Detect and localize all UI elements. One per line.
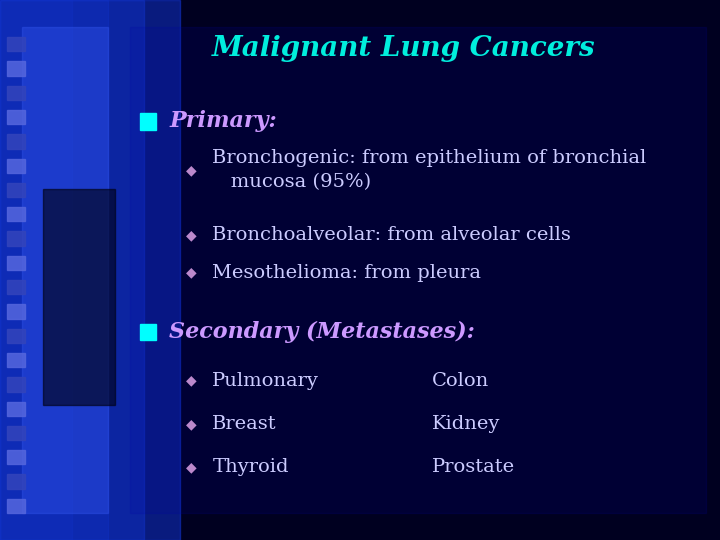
Bar <box>7 499 25 513</box>
Bar <box>7 37 25 51</box>
Bar <box>7 377 25 392</box>
Bar <box>22 27 108 513</box>
Text: ◆: ◆ <box>186 266 196 280</box>
Text: ◆: ◆ <box>186 417 196 431</box>
Bar <box>7 110 25 124</box>
Bar <box>7 450 25 464</box>
Bar <box>7 207 25 221</box>
Bar <box>7 475 25 489</box>
Text: ◆: ◆ <box>186 460 196 474</box>
Bar <box>7 280 25 294</box>
Bar <box>7 86 25 100</box>
Bar <box>0 0 180 540</box>
Text: Mesothelioma: from pleura: Mesothelioma: from pleura <box>212 264 482 282</box>
Text: Kidney: Kidney <box>432 415 500 433</box>
Text: Pulmonary: Pulmonary <box>212 372 319 390</box>
Bar <box>7 183 25 197</box>
Bar <box>7 305 25 319</box>
Bar <box>0 0 72 540</box>
Bar <box>43 189 115 405</box>
Bar <box>130 27 706 513</box>
Text: mucosa (95%): mucosa (95%) <box>212 173 372 191</box>
Bar <box>7 134 25 149</box>
Text: Breast: Breast <box>212 415 277 433</box>
Bar <box>7 329 25 343</box>
Bar <box>140 113 156 130</box>
Text: Malignant Lung Cancers: Malignant Lung Cancers <box>212 35 595 62</box>
Text: ◆: ◆ <box>186 163 196 177</box>
Bar <box>7 62 25 76</box>
Text: ◆: ◆ <box>186 374 196 388</box>
Bar <box>7 402 25 416</box>
Text: Primary:: Primary: <box>169 111 277 132</box>
Text: ◆: ◆ <box>186 228 196 242</box>
Text: Secondary (Metastases):: Secondary (Metastases): <box>169 321 475 343</box>
Bar <box>7 353 25 367</box>
Bar <box>140 324 156 340</box>
Text: Bronchoalveolar: from alveolar cells: Bronchoalveolar: from alveolar cells <box>212 226 571 244</box>
Bar <box>0 0 144 540</box>
Bar <box>7 232 25 246</box>
Text: Bronchogenic: from epithelium of bronchial: Bronchogenic: from epithelium of bronchi… <box>212 149 647 167</box>
Text: Thyroid: Thyroid <box>212 458 289 476</box>
Text: Prostate: Prostate <box>432 458 515 476</box>
Bar <box>7 426 25 440</box>
Bar <box>7 256 25 270</box>
Bar <box>0 0 108 540</box>
Bar <box>7 159 25 173</box>
Text: Colon: Colon <box>432 372 490 390</box>
